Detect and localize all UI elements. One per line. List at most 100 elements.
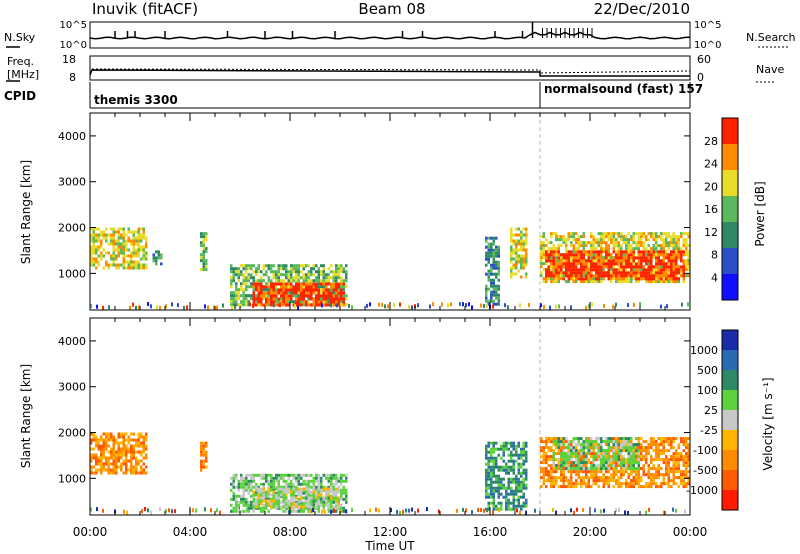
data-cell <box>492 456 495 460</box>
data-cell <box>600 464 603 468</box>
data-cell <box>490 459 493 463</box>
nave-right-label: Nave <box>756 63 784 76</box>
data-cell <box>112 462 115 466</box>
data-cell <box>290 273 293 277</box>
data-cell <box>650 268 653 272</box>
data-cell <box>592 265 595 269</box>
data-cell <box>292 285 295 289</box>
data-cell <box>572 268 575 272</box>
data-cell <box>242 485 245 489</box>
data-cell <box>315 276 318 280</box>
data-cell <box>542 470 545 474</box>
data-cell <box>210 508 212 513</box>
data-cell <box>545 259 548 263</box>
data-cell <box>557 461 560 465</box>
data-cell <box>665 235 668 239</box>
data-cell <box>142 471 145 475</box>
data-cell <box>486 303 488 308</box>
data-cell <box>627 232 630 236</box>
data-cell <box>555 280 558 284</box>
data-cell <box>585 461 588 465</box>
data-cell <box>145 465 148 469</box>
data-cell <box>587 265 590 269</box>
data-cell <box>630 277 633 281</box>
data-cell <box>247 294 250 298</box>
data-cell <box>127 459 130 463</box>
data-cell <box>505 495 508 499</box>
data-cell <box>672 247 675 251</box>
data-cell <box>262 264 265 268</box>
data-cell <box>115 248 118 252</box>
data-cell <box>622 446 625 450</box>
data-cell <box>557 271 560 275</box>
data-cell <box>522 245 525 249</box>
data-cell <box>597 232 600 236</box>
data-cell <box>95 233 98 237</box>
data-cell <box>247 285 250 289</box>
data-cell <box>627 265 630 269</box>
data-cell <box>107 444 110 448</box>
data-cell <box>265 505 268 509</box>
data-cell <box>330 490 333 494</box>
data-cell <box>202 232 205 236</box>
data-cell <box>312 303 315 307</box>
data-cell <box>97 233 100 237</box>
data-cell <box>272 496 275 500</box>
data-cell <box>141 509 143 514</box>
data-cell <box>280 487 283 491</box>
data-cell <box>142 236 145 240</box>
data-cell <box>315 479 318 483</box>
data-cell <box>132 447 135 451</box>
colorbar-segment <box>722 490 738 510</box>
data-cell <box>645 253 648 257</box>
data-cell <box>120 236 123 240</box>
data-cell <box>542 461 545 465</box>
data-cell <box>632 458 635 462</box>
data-cell <box>510 480 513 484</box>
data-cell <box>135 456 138 460</box>
data-cell <box>552 482 555 486</box>
data-cell <box>510 251 513 255</box>
data-cell <box>265 497 268 501</box>
data-cell <box>582 235 585 239</box>
data-cell <box>657 437 660 441</box>
data-cell <box>275 473 278 477</box>
data-cell <box>657 485 660 489</box>
data-cell <box>317 505 320 509</box>
data-cell <box>292 270 295 274</box>
data-cell <box>685 455 688 459</box>
data-cell <box>125 462 128 466</box>
data-cell <box>485 257 488 261</box>
data-cell <box>250 479 253 483</box>
data-cell <box>665 437 668 441</box>
data-cell <box>342 279 345 283</box>
data-cell <box>120 233 123 237</box>
data-cell <box>137 230 140 234</box>
data-cell <box>115 459 118 463</box>
data-cell <box>265 273 268 277</box>
data-cell <box>312 496 315 500</box>
data-cell <box>492 510 494 515</box>
data-cell <box>595 253 598 257</box>
data-cell <box>587 458 590 462</box>
data-cell <box>110 432 113 436</box>
data-cell <box>502 477 505 481</box>
data-cell <box>290 297 293 301</box>
data-cell <box>300 503 303 507</box>
data-cell <box>257 487 260 491</box>
data-cell <box>265 476 268 480</box>
data-cell <box>270 487 273 491</box>
data-cell <box>275 487 278 491</box>
data-cell <box>120 248 123 252</box>
data-cell <box>573 510 575 515</box>
data-cell <box>670 259 673 263</box>
data-cell <box>615 241 618 245</box>
data-cell <box>542 256 545 260</box>
data-cell <box>567 470 570 474</box>
data-cell <box>662 479 665 483</box>
data-cell <box>287 482 290 486</box>
data-cell <box>625 244 628 248</box>
colorbar-segment <box>722 450 738 470</box>
data-cell <box>540 262 543 266</box>
data-cell <box>627 247 630 251</box>
